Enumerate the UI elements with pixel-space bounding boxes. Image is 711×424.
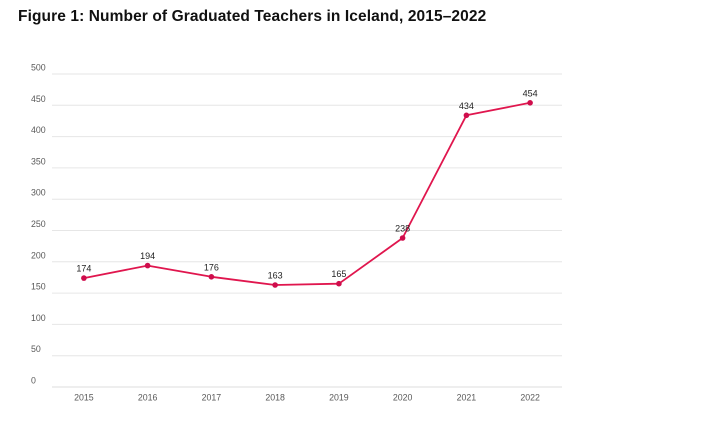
- data-point: [527, 100, 533, 106]
- data-point-label: 194: [140, 251, 155, 261]
- y-tick-label: 300: [31, 188, 46, 198]
- data-point-label: 238: [395, 224, 410, 234]
- data-point-label: 434: [459, 101, 474, 111]
- data-point: [399, 235, 406, 241]
- data-point-label: 165: [331, 269, 346, 279]
- data-point: [463, 112, 470, 119]
- data-point: [208, 274, 215, 280]
- x-tick-label: 2022: [520, 393, 540, 403]
- data-point-label: 174: [76, 264, 91, 274]
- x-tick-label: 2015: [74, 393, 94, 403]
- data-point: [81, 275, 87, 281]
- y-tick-label: 50: [31, 344, 41, 354]
- x-tick-label: 2018: [265, 393, 285, 403]
- x-tick-label: 2019: [329, 393, 349, 403]
- data-point: [272, 282, 278, 288]
- data-point-label: 163: [268, 271, 283, 281]
- y-tick-label: 0: [31, 376, 36, 386]
- data-line: [83, 101, 531, 286]
- x-tick-label: 2016: [138, 393, 158, 403]
- data-point: [336, 280, 342, 287]
- y-tick-label: 100: [31, 313, 46, 323]
- y-tick-label: 500: [31, 63, 46, 73]
- y-tick-label: 200: [31, 250, 46, 260]
- data-point: [144, 262, 151, 269]
- figure-title: Figure 1: Number of Graduated Teachers i…: [18, 8, 487, 25]
- y-tick-label: 150: [31, 282, 46, 292]
- data-point-label: 176: [204, 262, 219, 272]
- x-tick-label: 2020: [393, 393, 413, 403]
- x-tick-label: 2021: [457, 393, 477, 403]
- y-tick-label: 250: [31, 219, 46, 229]
- data-point-label: 454: [523, 88, 538, 98]
- x-tick-label: 2017: [202, 393, 222, 403]
- y-tick-label: 450: [31, 94, 46, 104]
- y-tick-label: 350: [31, 156, 46, 166]
- y-tick-label: 400: [31, 125, 46, 135]
